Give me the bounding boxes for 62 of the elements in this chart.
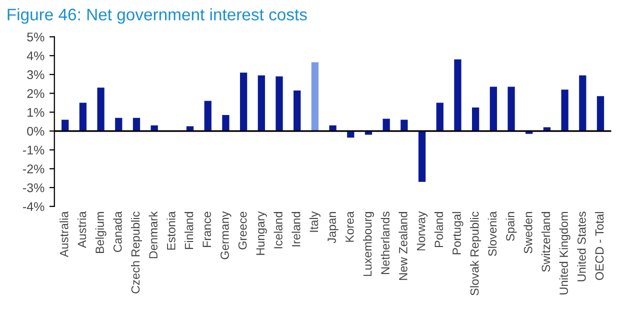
x-tick-label: Poland [434,212,444,248]
x-tick-label: Italy [309,211,320,232]
x-tick-label: Portugal [452,212,464,254]
x-tick-label: Czech Republic [130,212,142,294]
y-tick-label: 2% [27,89,44,98]
bar [79,102,87,132]
y-tick-label: 4% [26,52,44,60]
bar [222,115,230,132]
x-tick-label: Ireland [292,212,300,246]
y-tick-label: 1% [28,108,44,117]
y-tick-label: -1% [23,146,44,154]
x-tick-label: Luxembourg [362,212,374,276]
x-tick-label: Sweden [524,212,532,254]
x-tick-label: Hungary [256,211,267,255]
bar [294,90,301,132]
bar [204,100,212,132]
y-tick-label: -2% [23,164,44,174]
bar [258,75,265,132]
bar [311,62,319,132]
x-tick-label: Greece [238,212,247,250]
x-tick-label: Spain [506,212,517,241]
x-tick-label: New Zealand [398,212,408,280]
bar [418,131,426,182]
x-tick-label: Austria [77,211,86,248]
x-tick-label: Belgium [95,212,106,253]
bar [276,76,283,132]
bar [472,107,480,132]
y-tick-label: 3% [27,70,44,80]
x-tick-label: Japan [328,212,338,244]
chart-title: Figure 46: Net government interest costs [8,8,307,24]
bar [400,120,408,132]
bar [490,86,497,132]
bar [62,120,69,132]
x-tick-label: Denmark [148,211,158,258]
x-tick-label: Norway [416,211,428,250]
x-tick-label: Finland [184,212,194,250]
y-tick-label: 5% [27,32,44,42]
x-tick-label: Canada [113,211,122,252]
bar [579,75,586,132]
x-tick-label: Slovenia [488,211,497,256]
bar [454,59,462,132]
bar [436,102,444,132]
x-tick-label: Korea [346,211,354,242]
y-tick-label: -4% [23,202,44,212]
bar [240,72,248,132]
x-tick-label: United Kingdom [559,212,570,294]
bar [97,88,104,132]
x-tick-label: United States [577,212,586,282]
x-tick-label: Estonia [166,211,176,250]
x-tick-label: Netherlands [380,212,390,274]
x-tick-label: Australia [60,211,68,258]
y-tick-label: -3% [23,183,44,192]
x-tick-label: France [202,212,212,248]
y-tick-label: 0% [27,126,44,136]
x-tick-label: OECD - Total [594,212,604,280]
bar [596,96,604,132]
x-tick-label: Iceland [274,212,282,248]
bar [508,86,515,132]
bar [561,90,568,132]
x-tick-label: Switzerland [541,212,550,272]
x-tick-label: Slovak Republic [470,212,482,296]
x-tick-label: Germany [220,211,232,260]
